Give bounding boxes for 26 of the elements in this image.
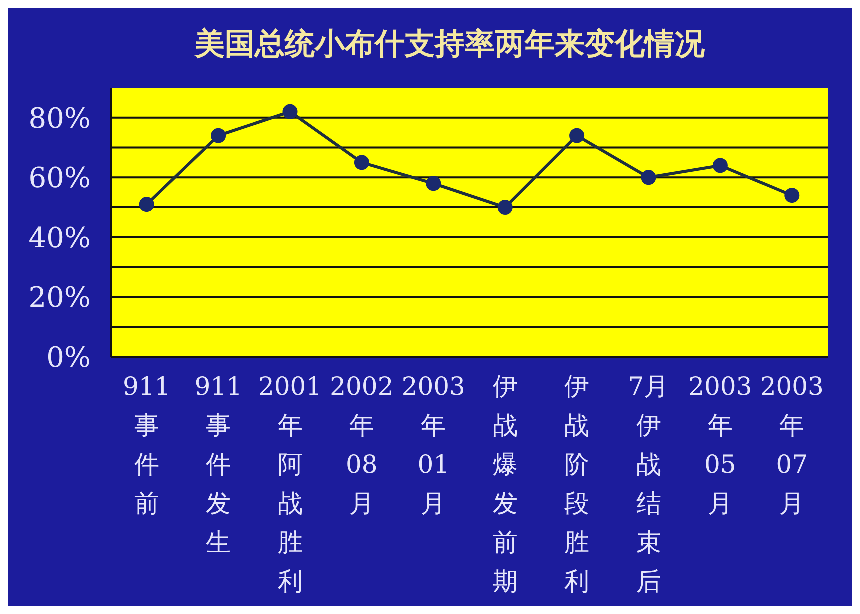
point [211,128,226,144]
x-tick-label: 伊战阶段胜利 [564,372,590,596]
point [641,170,656,186]
point [712,158,728,174]
x-tick-label: 7月伊战结束后 [628,372,670,596]
point [426,176,442,192]
y-tick-label: 60% [28,162,91,195]
x-tick-label: 2003年07月 [760,372,824,518]
point [784,188,800,204]
y-tick-label: 20% [28,281,91,314]
x-tick-label: 2002年08月 [330,372,394,518]
chart-title: 美国总统小布什支持率两年来变化情况 [194,26,706,64]
point [354,155,370,170]
point [570,128,585,144]
x-tick-label: 2003年05月 [688,372,752,518]
x-tick-label: 2003年01月 [402,372,466,518]
point [139,197,154,212]
y-tick-label: 0% [46,340,91,374]
point [498,200,513,216]
point [282,104,298,120]
y-tick-label: 80% [28,102,91,135]
x-tick-label: 911事件前 [122,372,171,518]
y-tick-label: 40% [28,221,91,254]
x-tick-label: 911事件发生 [194,372,242,557]
x-tick-label: 伊战爆发前期 [492,372,518,596]
x-tick-label: 2001年阿战胜利 [258,372,322,596]
